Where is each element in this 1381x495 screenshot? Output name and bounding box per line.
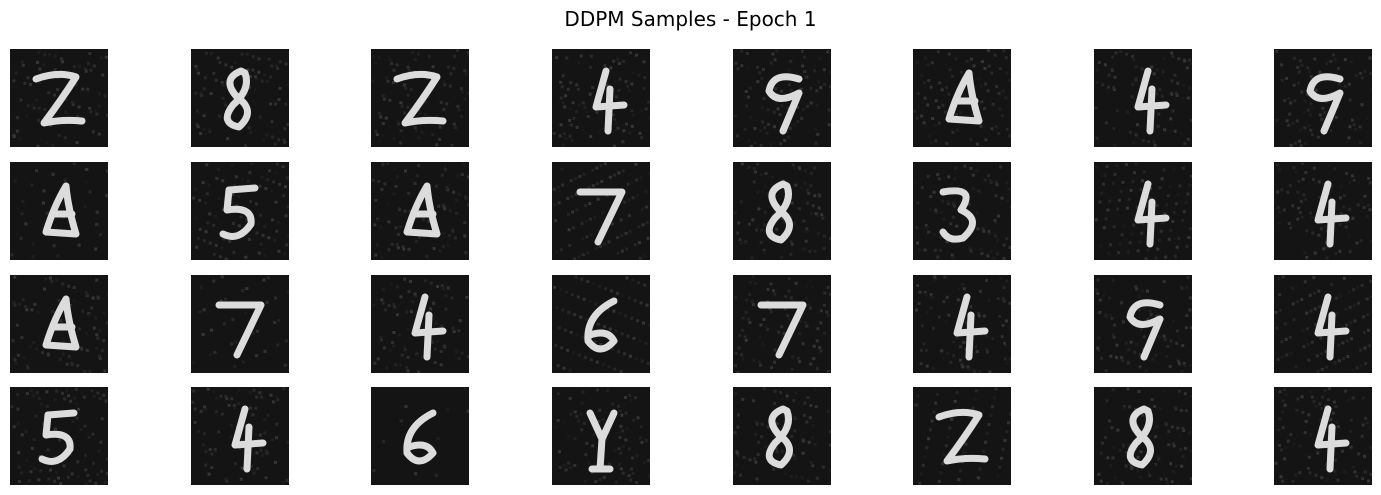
sample-r3-c2-stroke <box>215 301 265 359</box>
sample-r4-c2-image <box>191 387 289 484</box>
sample-r2-c8 <box>1274 162 1372 260</box>
sample-r1-c8 <box>1274 49 1372 147</box>
sample-r1-c8-image <box>1275 49 1372 147</box>
sample-r4-c3-image <box>372 387 469 477</box>
sample-r3-c3-image <box>372 277 469 373</box>
sample-r2-c6-image <box>914 164 1011 260</box>
figure-title: DDPM Samples - Epoch 1 <box>564 7 817 31</box>
sample-r2-c3 <box>371 162 469 260</box>
sample-r1-c5-image <box>733 49 831 147</box>
sample-r4-c4 <box>552 387 650 485</box>
sample-r4-c2-stroke <box>231 405 267 473</box>
sample-r1-c5 <box>733 49 831 147</box>
sample-r3-c7 <box>1094 275 1192 373</box>
sample-r4-c2 <box>191 387 289 485</box>
sample-r1-c8-stroke <box>1306 73 1344 135</box>
sample-r3-c2 <box>191 275 289 373</box>
sample-r2-c5-stroke <box>765 180 793 244</box>
sample-r1-c5-stroke <box>765 73 803 135</box>
sample-r4-c8-image <box>1274 387 1372 483</box>
sample-r2-c5 <box>733 162 831 260</box>
sample-r3-c5 <box>733 275 831 373</box>
sample-r3-c1 <box>10 275 108 373</box>
sample-r3-c1-image <box>11 275 108 373</box>
sample-r4-c5-image <box>733 387 831 485</box>
sample-r1-c7-image <box>1094 50 1192 147</box>
sample-r3-c5-image <box>734 275 831 373</box>
sample-r4-c6-stroke <box>935 408 989 465</box>
sample-r4-c5 <box>733 387 831 485</box>
sample-r4-c7-image <box>1097 387 1192 485</box>
sample-r3-c4-stroke <box>584 297 618 353</box>
sample-r1-c1-image <box>12 50 108 147</box>
sample-r4-c8-stroke <box>1314 405 1350 473</box>
sample-r4-c3-stroke <box>403 409 437 465</box>
sample-r2-c3-stroke <box>403 182 441 238</box>
sample-r2-c3-image <box>372 162 469 259</box>
sample-r2-c1-stroke <box>42 182 80 238</box>
sample-r4-c6-image <box>914 387 1011 485</box>
sample-r3-c3 <box>371 275 469 373</box>
sample-r1-c7-stroke <box>1134 67 1170 135</box>
sample-r3-c2-image <box>192 275 289 368</box>
sample-r2-c5-image <box>733 162 831 260</box>
sample-r2-c1 <box>10 162 108 260</box>
sample-r2-c2 <box>191 162 289 260</box>
sample-r3-c7-stroke <box>1126 299 1164 361</box>
sample-r2-c4-image <box>552 162 650 260</box>
sample-r3-c6-stroke <box>953 293 989 361</box>
sample-r4-c7 <box>1094 387 1192 485</box>
sample-r3-c4-image <box>553 275 650 373</box>
sample-r1-c6-image <box>913 49 1011 146</box>
sample-r3-c6-image <box>915 275 1011 373</box>
sample-r2-c8-stroke <box>1314 180 1350 248</box>
sample-r1-c4 <box>552 49 650 147</box>
sample-r1-c3-image <box>371 49 469 147</box>
sample-r2-c7-image <box>1094 162 1192 260</box>
sample-r1-c7 <box>1094 49 1192 147</box>
sample-r4-c4-image <box>554 388 650 485</box>
sample-r2-c2-image <box>192 162 289 260</box>
sample-r4-c1 <box>10 387 108 485</box>
sample-r3-c8 <box>1274 275 1372 373</box>
sample-r4-c1-image <box>10 387 108 485</box>
sample-r2-c7 <box>1094 162 1192 260</box>
sample-r2-c4-stroke <box>576 188 626 246</box>
sample-r3-c7-image <box>1095 276 1192 373</box>
sample-r1-c2-stroke <box>223 67 251 131</box>
sample-r4-c5-stroke <box>765 405 793 469</box>
sample-r2-c2-stroke <box>219 184 259 240</box>
sample-r1-c4-image <box>552 51 650 147</box>
sample-r3-c8-stroke <box>1314 293 1350 361</box>
sample-r4-c4-stroke <box>586 409 618 473</box>
sample-r3-c4 <box>552 275 650 373</box>
sample-r4-c1-stroke <box>38 409 78 465</box>
sample-r4-c3 <box>371 387 469 485</box>
sample-r1-c2-image <box>194 51 289 147</box>
sample-r1-c1 <box>10 49 108 147</box>
sample-r2-c8-image <box>1276 162 1372 260</box>
sample-r3-c3-stroke <box>411 293 447 361</box>
sample-r4-c8 <box>1274 387 1372 485</box>
sample-r1-c4-stroke <box>592 67 628 135</box>
sample-r2-c4 <box>552 162 650 260</box>
sample-r2-c6-stroke <box>939 187 976 243</box>
sample-r3-c6 <box>913 275 1011 373</box>
sample-r3-c1-stroke <box>42 295 80 351</box>
sample-r2-c1-image <box>10 162 108 258</box>
sample-r1-c3-stroke <box>393 70 447 127</box>
sample-r2-c7-stroke <box>1134 180 1170 248</box>
sample-r3-c8-image <box>1274 275 1372 373</box>
sample-r3-c5-stroke <box>757 301 807 359</box>
sample-r4-c6 <box>913 387 1011 485</box>
sample-r1-c6 <box>913 49 1011 147</box>
sample-r1-c1-stroke <box>32 70 86 127</box>
sample-r1-c3 <box>371 49 469 147</box>
sample-r2-c6 <box>913 162 1011 260</box>
sample-r1-c6-stroke <box>945 69 983 125</box>
sample-r1-c2 <box>191 49 289 147</box>
sample-r4-c7-stroke <box>1126 405 1154 469</box>
